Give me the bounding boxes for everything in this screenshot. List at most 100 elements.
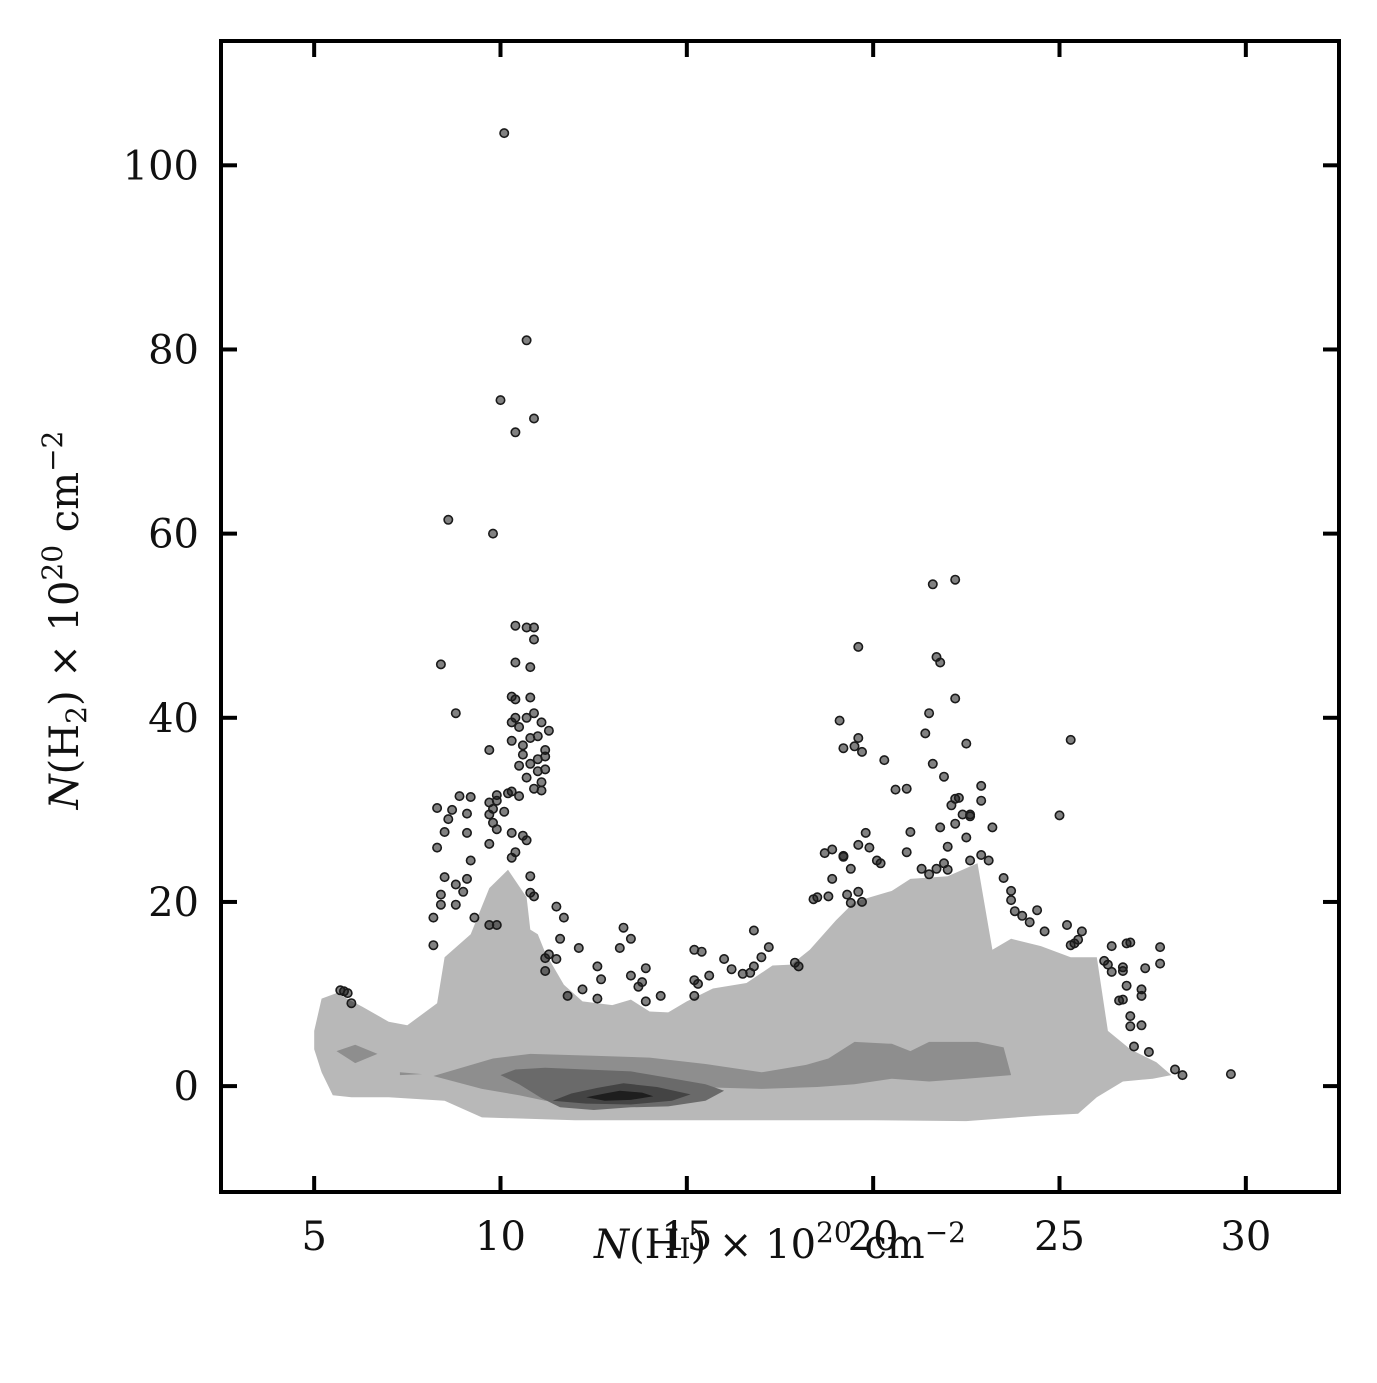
data-point — [435, 889, 446, 900]
contour-level-2-region-2 — [399, 1072, 423, 1076]
data-point — [1076, 926, 1087, 937]
data-point — [461, 873, 472, 884]
data-point — [942, 841, 953, 852]
data-point — [432, 842, 443, 853]
data-point — [842, 889, 853, 900]
data-point — [465, 855, 476, 866]
data-point — [1065, 734, 1076, 745]
data-point — [528, 622, 539, 633]
data-point — [905, 826, 916, 837]
data-point — [1039, 926, 1050, 937]
data-point — [748, 925, 759, 936]
data-point — [510, 427, 521, 438]
data-point — [461, 827, 472, 838]
data-point — [435, 659, 446, 670]
data-point — [692, 978, 703, 989]
data-point — [469, 912, 480, 923]
data-point — [1140, 963, 1151, 974]
data-point — [558, 912, 569, 923]
data-point — [916, 863, 927, 874]
data-point — [487, 528, 498, 539]
data-point — [443, 514, 454, 525]
data-point — [838, 851, 849, 862]
y-tick-label: 60 — [148, 512, 199, 558]
data-point — [856, 896, 867, 907]
data-point — [514, 791, 525, 802]
data-point — [435, 899, 446, 910]
y-tick-label: 40 — [148, 696, 199, 742]
data-point — [1225, 1069, 1236, 1080]
data-point — [961, 832, 972, 843]
axis-ticks: 5 10 15 20 25 30 0 20 40 60 80 100 — [123, 41, 1339, 1260]
data-point — [920, 728, 931, 739]
data-point — [953, 792, 964, 803]
data-point — [1155, 958, 1166, 969]
data-point — [495, 395, 506, 406]
data-point — [823, 891, 834, 902]
data-point — [1129, 1041, 1140, 1052]
data-point — [640, 963, 651, 974]
data-point — [525, 662, 536, 673]
data-point — [551, 953, 562, 964]
data-point — [748, 961, 759, 972]
data-point — [528, 413, 539, 424]
data-point — [924, 708, 935, 719]
y-tick-label: 80 — [148, 327, 199, 373]
data-point — [1143, 1047, 1154, 1058]
data-point — [976, 780, 987, 791]
data-point — [976, 795, 987, 806]
data-point — [592, 993, 603, 1004]
data-point — [428, 912, 439, 923]
data-point — [737, 968, 748, 979]
data-point — [573, 942, 584, 953]
data-point — [484, 838, 495, 849]
data-point — [1155, 942, 1166, 953]
y-axis-label: N(H2) × 1020 cm−2 — [36, 431, 93, 811]
data-point — [506, 735, 517, 746]
data-point — [458, 886, 469, 897]
data-point — [521, 335, 532, 346]
data-point — [510, 657, 521, 668]
data-point — [543, 725, 554, 736]
data-point — [525, 692, 536, 703]
data-point — [450, 899, 461, 910]
data-point — [856, 746, 867, 757]
data-point — [491, 919, 502, 930]
data-point — [1136, 990, 1147, 1001]
data-point — [536, 777, 547, 788]
data-point — [1177, 1070, 1188, 1081]
data-point — [1125, 1011, 1136, 1022]
data-point — [491, 824, 502, 835]
y-tick-label: 20 — [148, 880, 199, 926]
data-point — [525, 871, 536, 882]
data-point — [528, 634, 539, 645]
data-point — [965, 855, 976, 866]
data-point — [950, 574, 961, 585]
data-point — [342, 988, 353, 999]
data-point — [961, 738, 972, 749]
data-point — [1006, 895, 1017, 906]
data-point — [528, 891, 539, 902]
x-tick-label: 5 — [301, 1214, 326, 1260]
data-point — [592, 961, 603, 972]
data-point — [525, 758, 536, 769]
data-point — [1170, 1064, 1181, 1075]
data-point — [1125, 937, 1136, 948]
data-point — [901, 847, 912, 858]
data-point — [439, 872, 450, 883]
data-point — [517, 740, 528, 751]
x-tick-label: 30 — [1220, 1214, 1271, 1260]
data-point — [625, 933, 636, 944]
data-point — [976, 849, 987, 860]
data-point — [514, 721, 525, 732]
data-point — [454, 791, 465, 802]
data-point — [506, 852, 517, 863]
data-point — [510, 694, 521, 705]
data-point — [1006, 885, 1017, 896]
data-point — [447, 804, 458, 815]
data-point — [853, 886, 864, 897]
data-point — [540, 965, 551, 976]
data-point — [1136, 1020, 1147, 1031]
data-point — [562, 990, 573, 1001]
